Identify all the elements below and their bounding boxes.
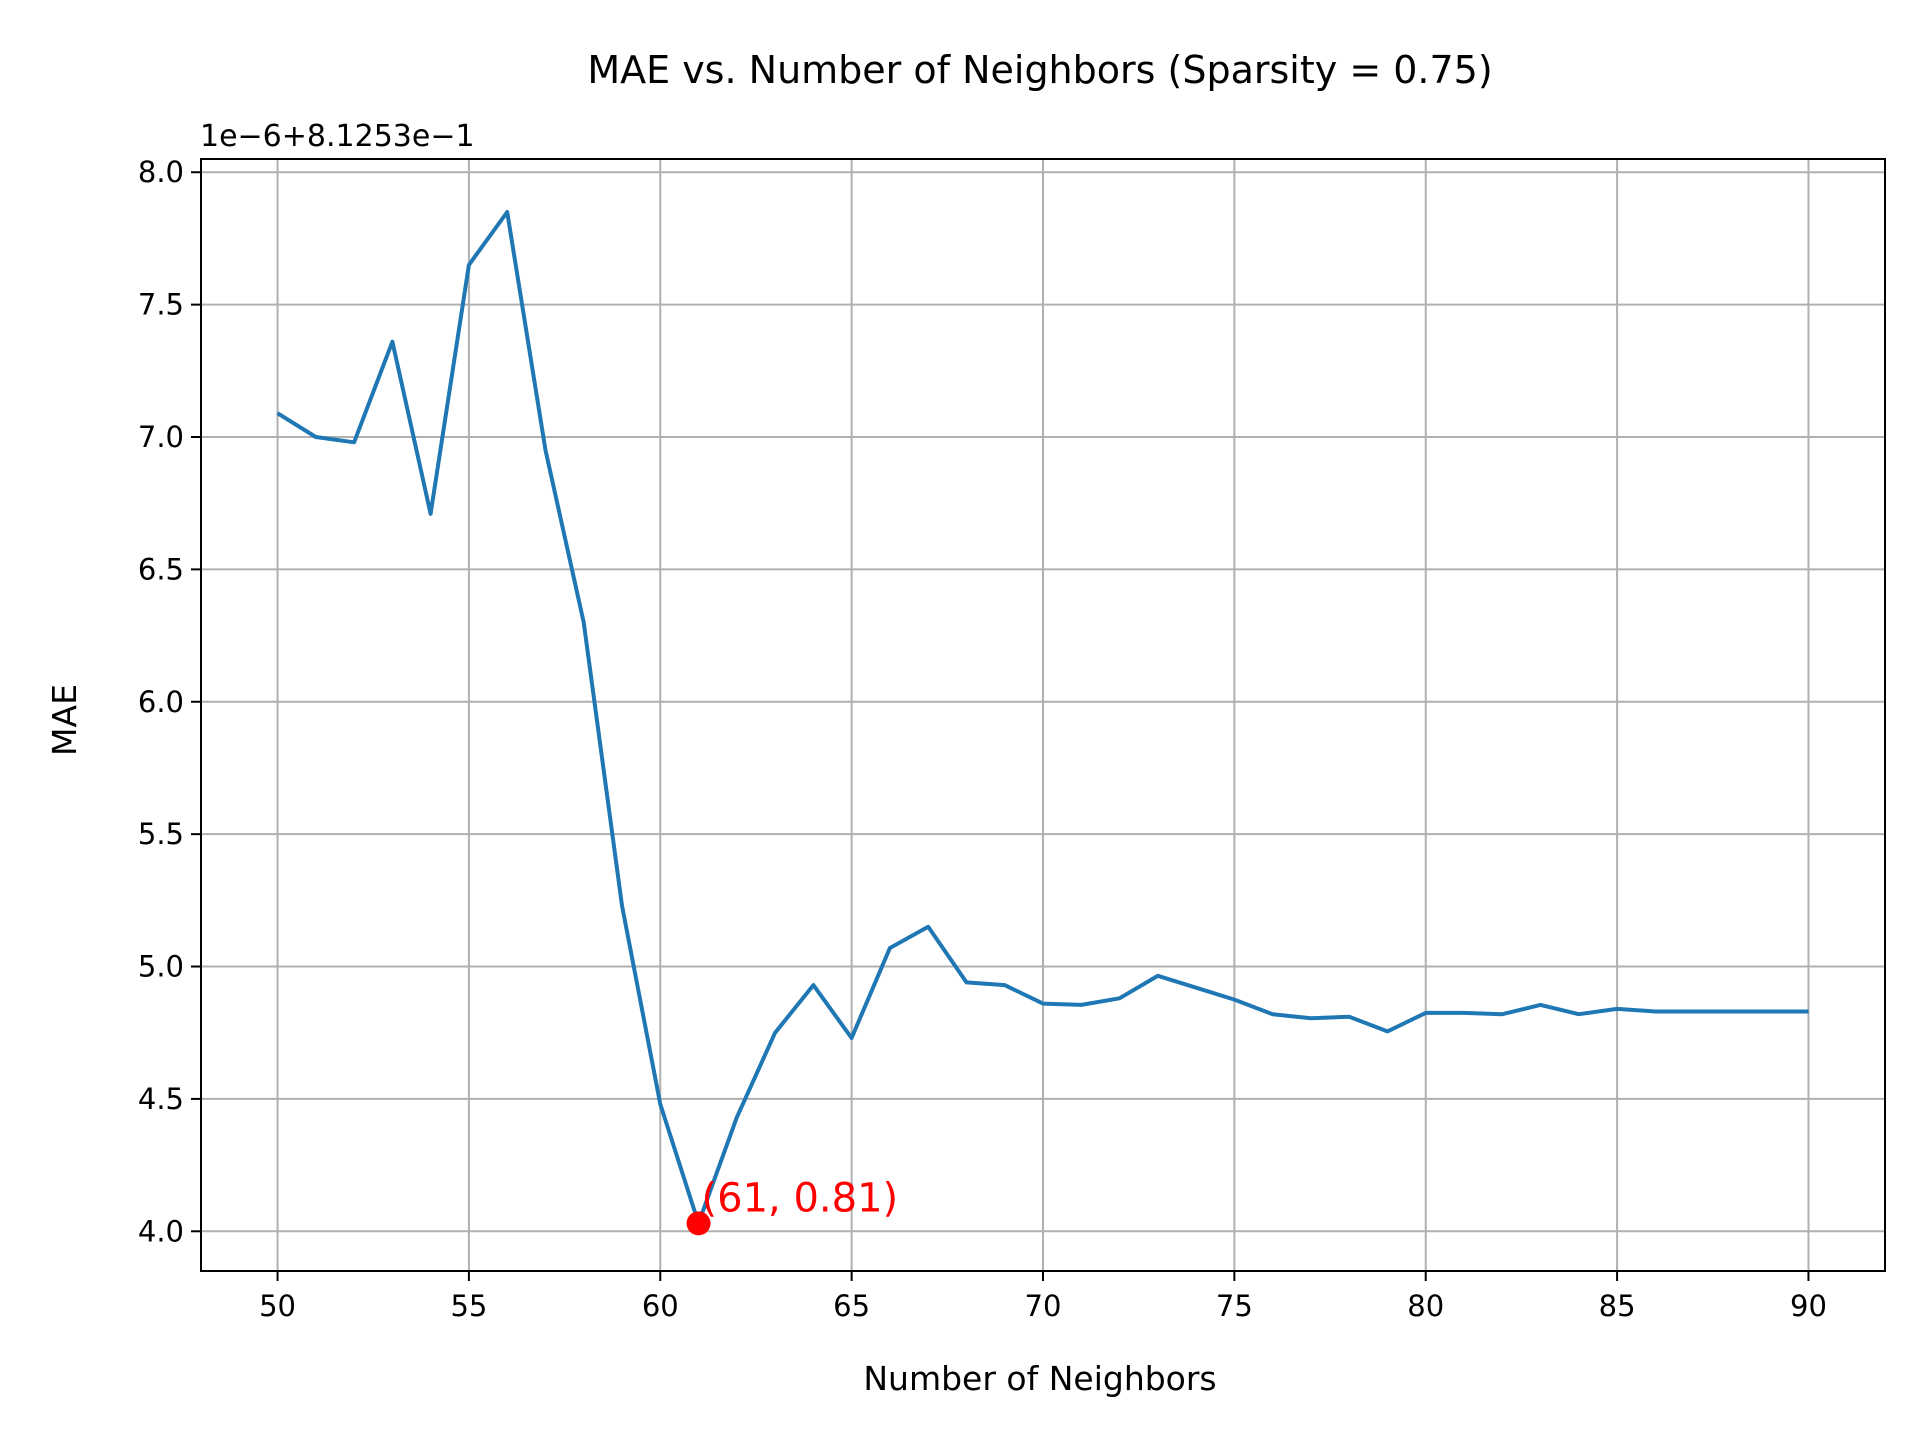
x-tick-label: 75 <box>1216 1289 1253 1323</box>
series <box>276 210 1809 1226</box>
y-tick-label: 5.0 <box>138 950 184 984</box>
grid <box>201 159 1885 1271</box>
y-tick-label: 7.5 <box>138 288 184 322</box>
x-axis-label: Number of Neighbors <box>863 1359 1216 1398</box>
x-tick-label: 70 <box>1025 1289 1062 1323</box>
y-axis-label: MAE <box>45 684 84 756</box>
y-tick-label: 4.5 <box>138 1082 184 1116</box>
x-tick-label: 60 <box>642 1289 679 1323</box>
y-tick-label: 5.5 <box>138 817 184 851</box>
y-tick-label: 8.0 <box>138 155 184 189</box>
x-tick-label: 50 <box>259 1289 296 1323</box>
min-point-marker <box>686 1211 711 1236</box>
chart-title: MAE vs. Number of Neighbors (Sparsity = … <box>587 48 1492 92</box>
y-tick-label: 6.5 <box>138 552 184 586</box>
highlight: (61, 0.81) <box>686 1175 899 1236</box>
x-tick-label: 65 <box>833 1289 870 1323</box>
mae-series-line <box>276 210 1809 1226</box>
x-tick-label: 90 <box>1790 1289 1827 1323</box>
plot-frame <box>200 158 1886 1272</box>
y-tick-label: 6.0 <box>138 685 184 719</box>
y-axis-offset-text: 1e−6+8.1253e−1 <box>200 119 475 154</box>
x-tick-label: 55 <box>450 1289 487 1323</box>
y-tick-label: 4.0 <box>138 1214 184 1248</box>
y-tick-label: 7.0 <box>138 420 184 454</box>
min-point-label: (61, 0.81) <box>702 1175 899 1221</box>
x-tick-label: 85 <box>1599 1289 1636 1323</box>
axes: 50 55 60 65 70 75 80 85 90 4.0 4.5 5.0 5.5 6.0 6.5 7.0 7… <box>138 155 1886 1323</box>
x-tick-label: 80 <box>1407 1289 1444 1323</box>
